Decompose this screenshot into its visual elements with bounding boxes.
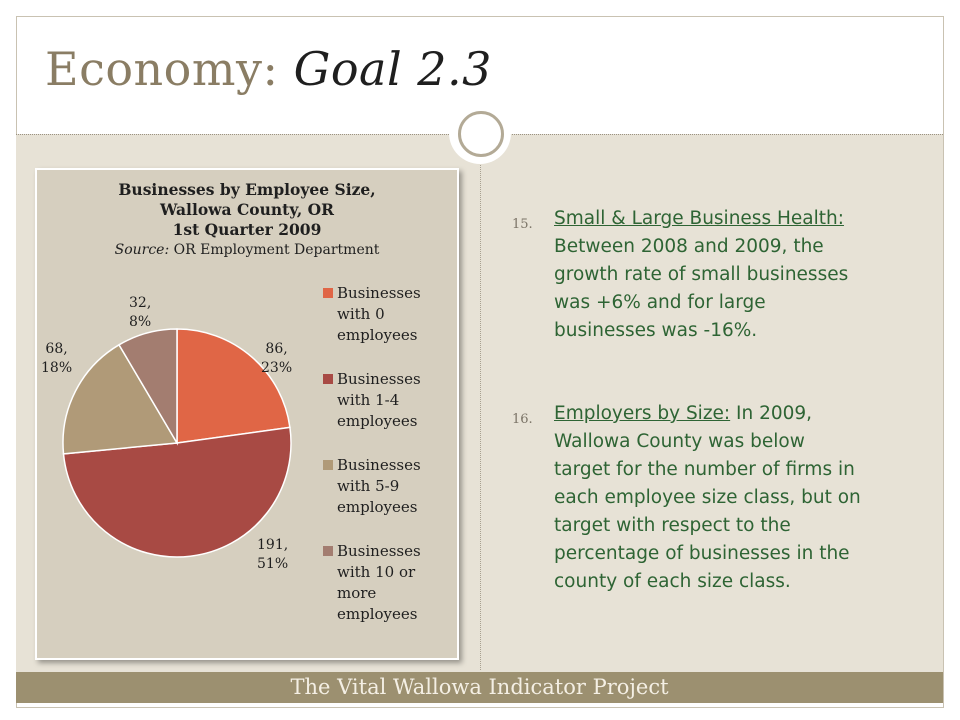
legend-3-line-1: Businesses [337,542,421,560]
slice-label-10-plus-percent: 8% [129,314,152,330]
legend-2-line-1: Businesses [337,456,421,474]
legend-swatch-10-plus-employees [323,546,333,556]
legend-swatch-5-9-employees [323,460,333,470]
chart-title-line-2: Wallowa County, OR [159,200,335,219]
list-16-line-0: Employers by Size: In 2009, [554,400,924,428]
slice-label-1-4-employees: 191, 51% [257,536,288,574]
list-15-line-4: businesses was -16%. [554,320,758,341]
slide-title: Economy: Goal 2.3 [45,42,492,96]
list-heading-15: Small & Large Business Health: [554,208,844,229]
slice-label-1-4-count: 191, [257,537,289,553]
list-16-line-6: county of each size class. [554,571,791,592]
ring-ornament-inner [458,111,504,157]
list-16-line-5: percentage of businesses in the [554,543,850,564]
slice-label-0-employees: 86, 23% [261,340,292,378]
pie-slice-5-9-employees [62,343,179,455]
legend-item-10-plus-employees: Businesses with 10 or more employees [323,541,457,625]
legend-1-line-1: Businesses [337,370,421,388]
footer-text: The Vital Wallowa Indicator Project [290,675,669,699]
legend-item-1-4-employees: Businesses with 1-4 employees [323,369,457,432]
pie-slice-0-employees [176,328,291,444]
list-item-16: 16. Employers by Size: In 2009, Wallowa … [512,400,922,600]
slice-label-5-9-count: 68, [45,341,68,357]
legend-1-line-3: employees [337,412,418,430]
footer-bar: The Vital Wallowa Indicator Project [16,672,943,703]
chart-source-prefix: Source: [114,242,170,258]
legend-2-line-3: employees [337,498,418,516]
chart-title-line-3: 1st Quarter 2009 [172,220,322,239]
slice-label-0-count: 86, [265,341,288,357]
legend-2-line-2: with 5-9 [337,477,400,495]
slice-label-10-plus-count: 32, [129,295,152,311]
list-16-line-1: Wallowa County was below [554,431,805,452]
legend-1-line-2: with 1-4 [337,391,400,409]
list-number-15: 15. [512,217,533,232]
pie-slice-10-plus-employees [118,328,178,446]
list-16-line-3: each employee size class, but on [554,487,861,508]
list-16-first-line-rest: In 2009, [730,403,813,424]
pie-chart-panel: Businesses by Employee Size, Wallowa Cou… [35,168,459,660]
legend-3-line-2: with 10 or [337,563,416,581]
legend-0-line-2: with 0 [337,305,385,323]
legend-swatch-1-4-employees [323,374,333,384]
list-16-line-4: target with respect to the [554,515,791,536]
pie-chart [62,328,292,558]
title-prefix: Economy: [45,42,294,96]
list-heading-16: Employers by Size: [554,403,731,424]
legend-3-line-4: employees [337,605,418,623]
list-number-16: 16. [512,412,533,427]
list-text-16: Employers by Size: In 2009, Wallowa Coun… [554,400,924,596]
slice-label-5-9-percent: 18% [41,360,73,376]
list-15-line-1: Between 2008 and 2009, the [554,236,824,257]
list-item-15: 15. Small & Large Business Health: Betwe… [512,205,922,345]
legend-item-5-9-employees: Businesses with 5-9 employees [323,455,457,518]
slice-label-5-9-employees: 68, 18% [41,340,72,378]
title-goal: Goal 2.3 [293,42,492,96]
slice-label-1-4-percent: 51% [257,556,289,572]
list-15-line-2: growth rate of small businesses [554,264,849,285]
chart-source: Source: OR Employment Department [37,240,457,260]
list-text-15: Small & Large Business Health: Between 2… [554,205,924,345]
legend-3-line-3: more [337,584,377,602]
column-divider [480,150,481,670]
legend-item-0-employees: Businesses with 0 employees [323,283,457,346]
list-16-line-2: target for the number of firms in [554,459,855,480]
list-15-line-3: was +6% and for large [554,292,766,313]
legend-0-line-1: Businesses [337,284,421,302]
pie-slice-1-4-employees [62,426,292,558]
slice-label-0-percent: 23% [261,360,293,376]
chart-title-line-1: Businesses by Employee Size, [118,180,376,199]
slice-label-10-plus-employees: 32, 8% [129,294,151,332]
chart-source-text: OR Employment Department [169,242,380,258]
legend-0-line-3: employees [337,326,418,344]
legend-swatch-0-employees [323,288,333,298]
